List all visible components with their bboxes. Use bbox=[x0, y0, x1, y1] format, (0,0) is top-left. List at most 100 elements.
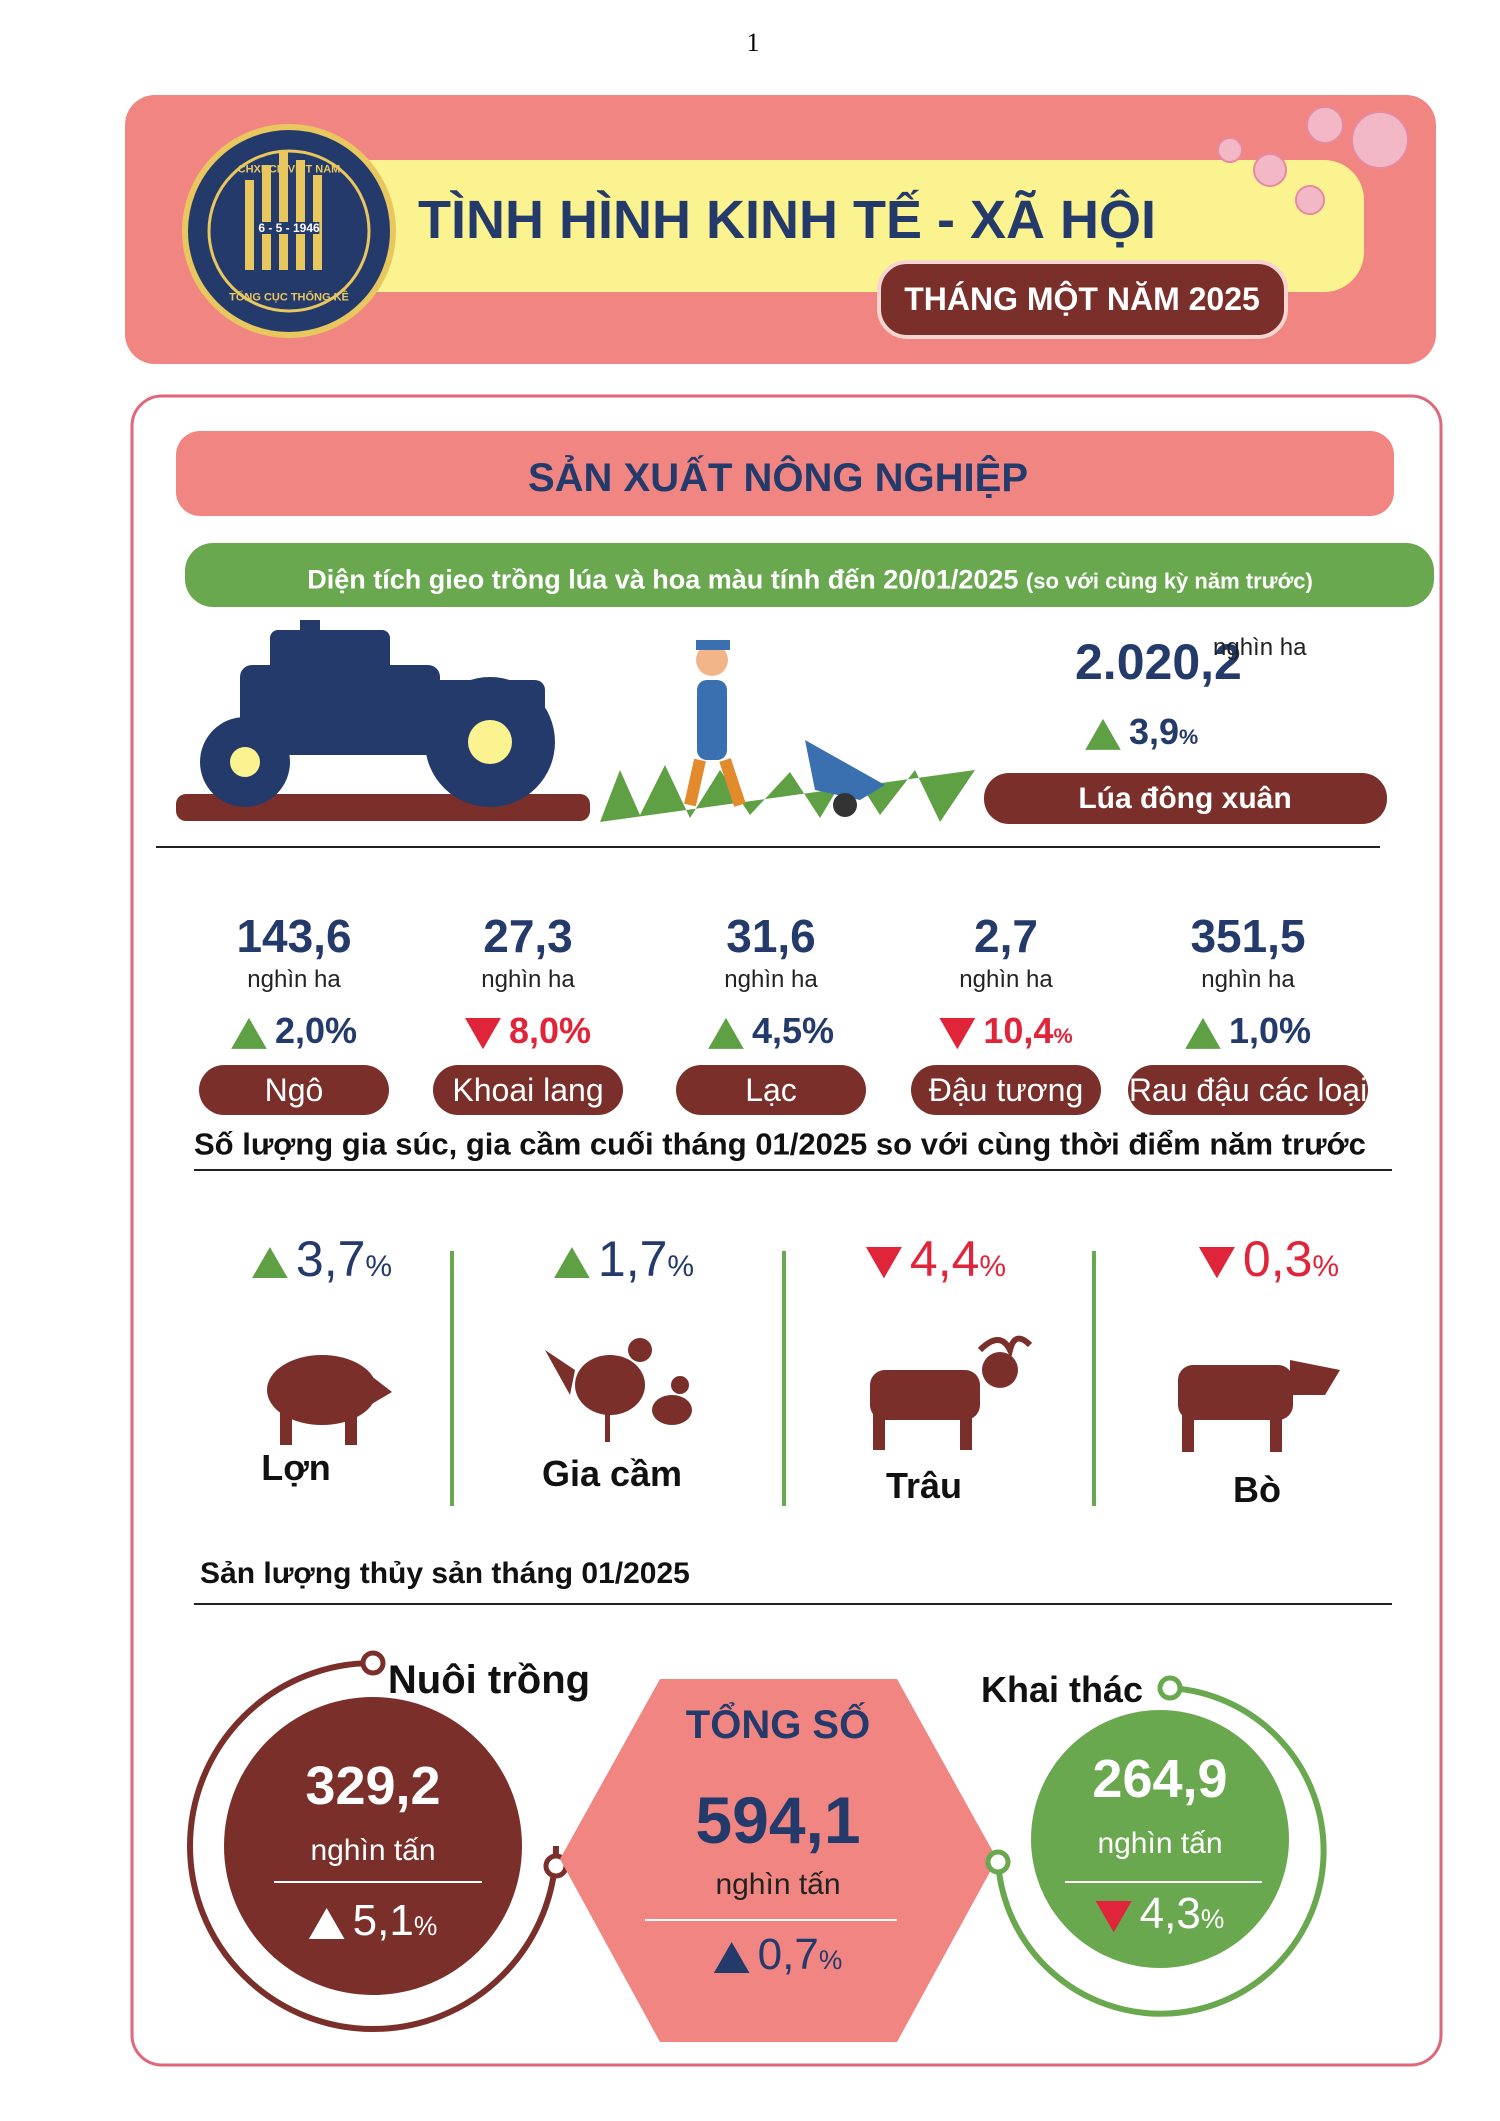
crop-label: Rau đậu các loại bbox=[1128, 1065, 1368, 1115]
fishery-unit: nghìn tấn bbox=[1097, 1827, 1223, 1860]
change-value: 1,7 bbox=[597, 1231, 668, 1287]
crop-value: 27,3 bbox=[483, 910, 573, 962]
crop-unit: nghìn ha bbox=[247, 966, 341, 993]
livestock-change: 1,7% bbox=[553, 1231, 695, 1287]
livestock-change: 3,7% bbox=[251, 1231, 393, 1287]
fishery-label: Khai thác bbox=[980, 1669, 1144, 1710]
triangle bbox=[1095, 1900, 1132, 1933]
logo-text: TỔNG CỤC THỐNG KÊ bbox=[229, 291, 349, 304]
direction-triangle bbox=[939, 1010, 983, 1051]
fishery-value: 264,9 bbox=[1092, 1749, 1228, 1809]
livestock-heading: Số lượng gia súc, gia cầm cuối tháng 01/… bbox=[194, 1126, 1366, 1162]
livestock-label: Trâu bbox=[885, 1465, 963, 1506]
change-value: 4,5% bbox=[751, 1009, 835, 1051]
livestock-change: 4,4% bbox=[865, 1231, 1007, 1287]
crop-change: 10,4% bbox=[939, 1009, 1073, 1051]
crop-unit: nghìn ha bbox=[1201, 966, 1295, 993]
rice-unit: nghìn ha bbox=[1213, 634, 1307, 661]
percent: % bbox=[365, 1250, 393, 1283]
direction-triangle bbox=[713, 1930, 758, 1979]
direction-triangle bbox=[1085, 711, 1129, 752]
direction-triangle bbox=[308, 1896, 353, 1945]
heading-note: (so với cùng kỳ năm trước) bbox=[1025, 568, 1313, 594]
direction-triangle bbox=[1095, 1889, 1140, 1938]
fishery-unit: nghìn tấn bbox=[310, 1834, 436, 1867]
crop-change: 2,0% bbox=[230, 1009, 358, 1051]
direction-triangle bbox=[1184, 1010, 1229, 1051]
percent: % bbox=[1179, 723, 1199, 749]
change-value: 1,0% bbox=[1228, 1009, 1312, 1051]
fishery-label: Nuôi trồng bbox=[387, 1658, 591, 1702]
direction-triangle bbox=[865, 1231, 910, 1287]
change-value: 0,3 bbox=[1242, 1231, 1313, 1287]
fishery-value: 329,2 bbox=[305, 1756, 441, 1816]
change-value: 3,9 bbox=[1129, 710, 1180, 752]
percent: % bbox=[413, 1911, 438, 1941]
header-subtitle: THÁNG MỘT NĂM 2025 bbox=[904, 281, 1260, 317]
triangle bbox=[230, 1017, 267, 1050]
change-value: 4,3 bbox=[1139, 1889, 1201, 1938]
change-value: 5,1 bbox=[352, 1896, 414, 1945]
livestock-label: Gia cầm bbox=[541, 1453, 683, 1494]
crop-unit: nghìn ha bbox=[959, 966, 1053, 993]
section-title: SẢN XUẤT NÔNG NGHIỆP bbox=[527, 456, 1029, 500]
triangle bbox=[308, 1907, 345, 1940]
page-number: 1 bbox=[746, 28, 760, 57]
header-title: TÌNH HÌNH KINH TẾ - XÃ HỘI bbox=[418, 190, 1156, 250]
triangle bbox=[939, 1017, 976, 1050]
triangle bbox=[251, 1247, 288, 1279]
crop-label: Ngô bbox=[199, 1065, 389, 1115]
triangle bbox=[713, 1941, 750, 1974]
crop-value: 143,6 bbox=[236, 910, 352, 962]
crop-value: 2,7 bbox=[974, 910, 1038, 962]
triangle bbox=[1184, 1017, 1221, 1050]
fishery-change: 5,1% bbox=[308, 1896, 438, 1945]
change-value: 0,7 bbox=[757, 1930, 819, 1979]
change-value: 3,7 bbox=[295, 1231, 366, 1287]
crop-change: 4,5% bbox=[707, 1009, 835, 1051]
crop-change: 8,0% bbox=[464, 1009, 592, 1051]
direction-triangle bbox=[251, 1231, 296, 1287]
fishery-change: 4,3% bbox=[1095, 1889, 1225, 1938]
planting-heading: Diện tích gieo trồng lúa và hoa màu tính… bbox=[307, 564, 1313, 595]
direction-triangle bbox=[230, 1010, 275, 1051]
crop-unit: nghìn ha bbox=[481, 966, 575, 993]
livestock-label: Bò bbox=[1233, 1469, 1281, 1510]
livestock-change: 0,3% bbox=[1198, 1231, 1340, 1287]
crop-unit: nghìn ha bbox=[724, 966, 818, 993]
logo-date: 6 - 5 - 1946 bbox=[258, 221, 320, 235]
percent: % bbox=[1053, 1022, 1073, 1048]
fishery-label: TỔNG SỐ bbox=[685, 1703, 871, 1747]
direction-triangle bbox=[707, 1010, 752, 1051]
percent: % bbox=[1200, 1904, 1225, 1934]
triangle bbox=[1198, 1247, 1235, 1279]
crop-value: 351,5 bbox=[1190, 910, 1306, 962]
percent: % bbox=[818, 1945, 843, 1975]
heading: Diện tích gieo trồng lúa và hoa màu tính… bbox=[307, 564, 1019, 595]
logo-text: CHXHCN VIỆT NAM bbox=[237, 163, 341, 176]
fishery-heading: Sản lượng thủy sản tháng 01/2025 bbox=[200, 1557, 690, 1590]
rice-value: 2.020,2 bbox=[1075, 634, 1242, 690]
change-value: 2,0% bbox=[274, 1009, 358, 1051]
triangle bbox=[1085, 718, 1121, 751]
crop-label: Đậu tương bbox=[911, 1065, 1101, 1115]
fishery-change: 0,7% bbox=[713, 1930, 843, 1979]
percent: % bbox=[667, 1250, 695, 1283]
fishery-unit: nghìn tấn bbox=[715, 1868, 841, 1901]
percent: % bbox=[1312, 1250, 1340, 1283]
triangle bbox=[464, 1017, 501, 1050]
change-value: 4,4 bbox=[909, 1231, 980, 1287]
change-value: 8,0% bbox=[508, 1009, 592, 1051]
triangle bbox=[707, 1017, 744, 1050]
direction-triangle bbox=[553, 1231, 598, 1287]
crop-change: 1,0% bbox=[1184, 1009, 1312, 1051]
crop-label: Khoai lang bbox=[433, 1065, 623, 1115]
triangle bbox=[865, 1247, 902, 1279]
percent: % bbox=[979, 1250, 1007, 1283]
direction-triangle bbox=[464, 1010, 509, 1051]
direction-triangle bbox=[1198, 1231, 1243, 1287]
fishery-value: 594,1 bbox=[695, 1783, 861, 1857]
change-value: 10,4 bbox=[983, 1009, 1054, 1051]
